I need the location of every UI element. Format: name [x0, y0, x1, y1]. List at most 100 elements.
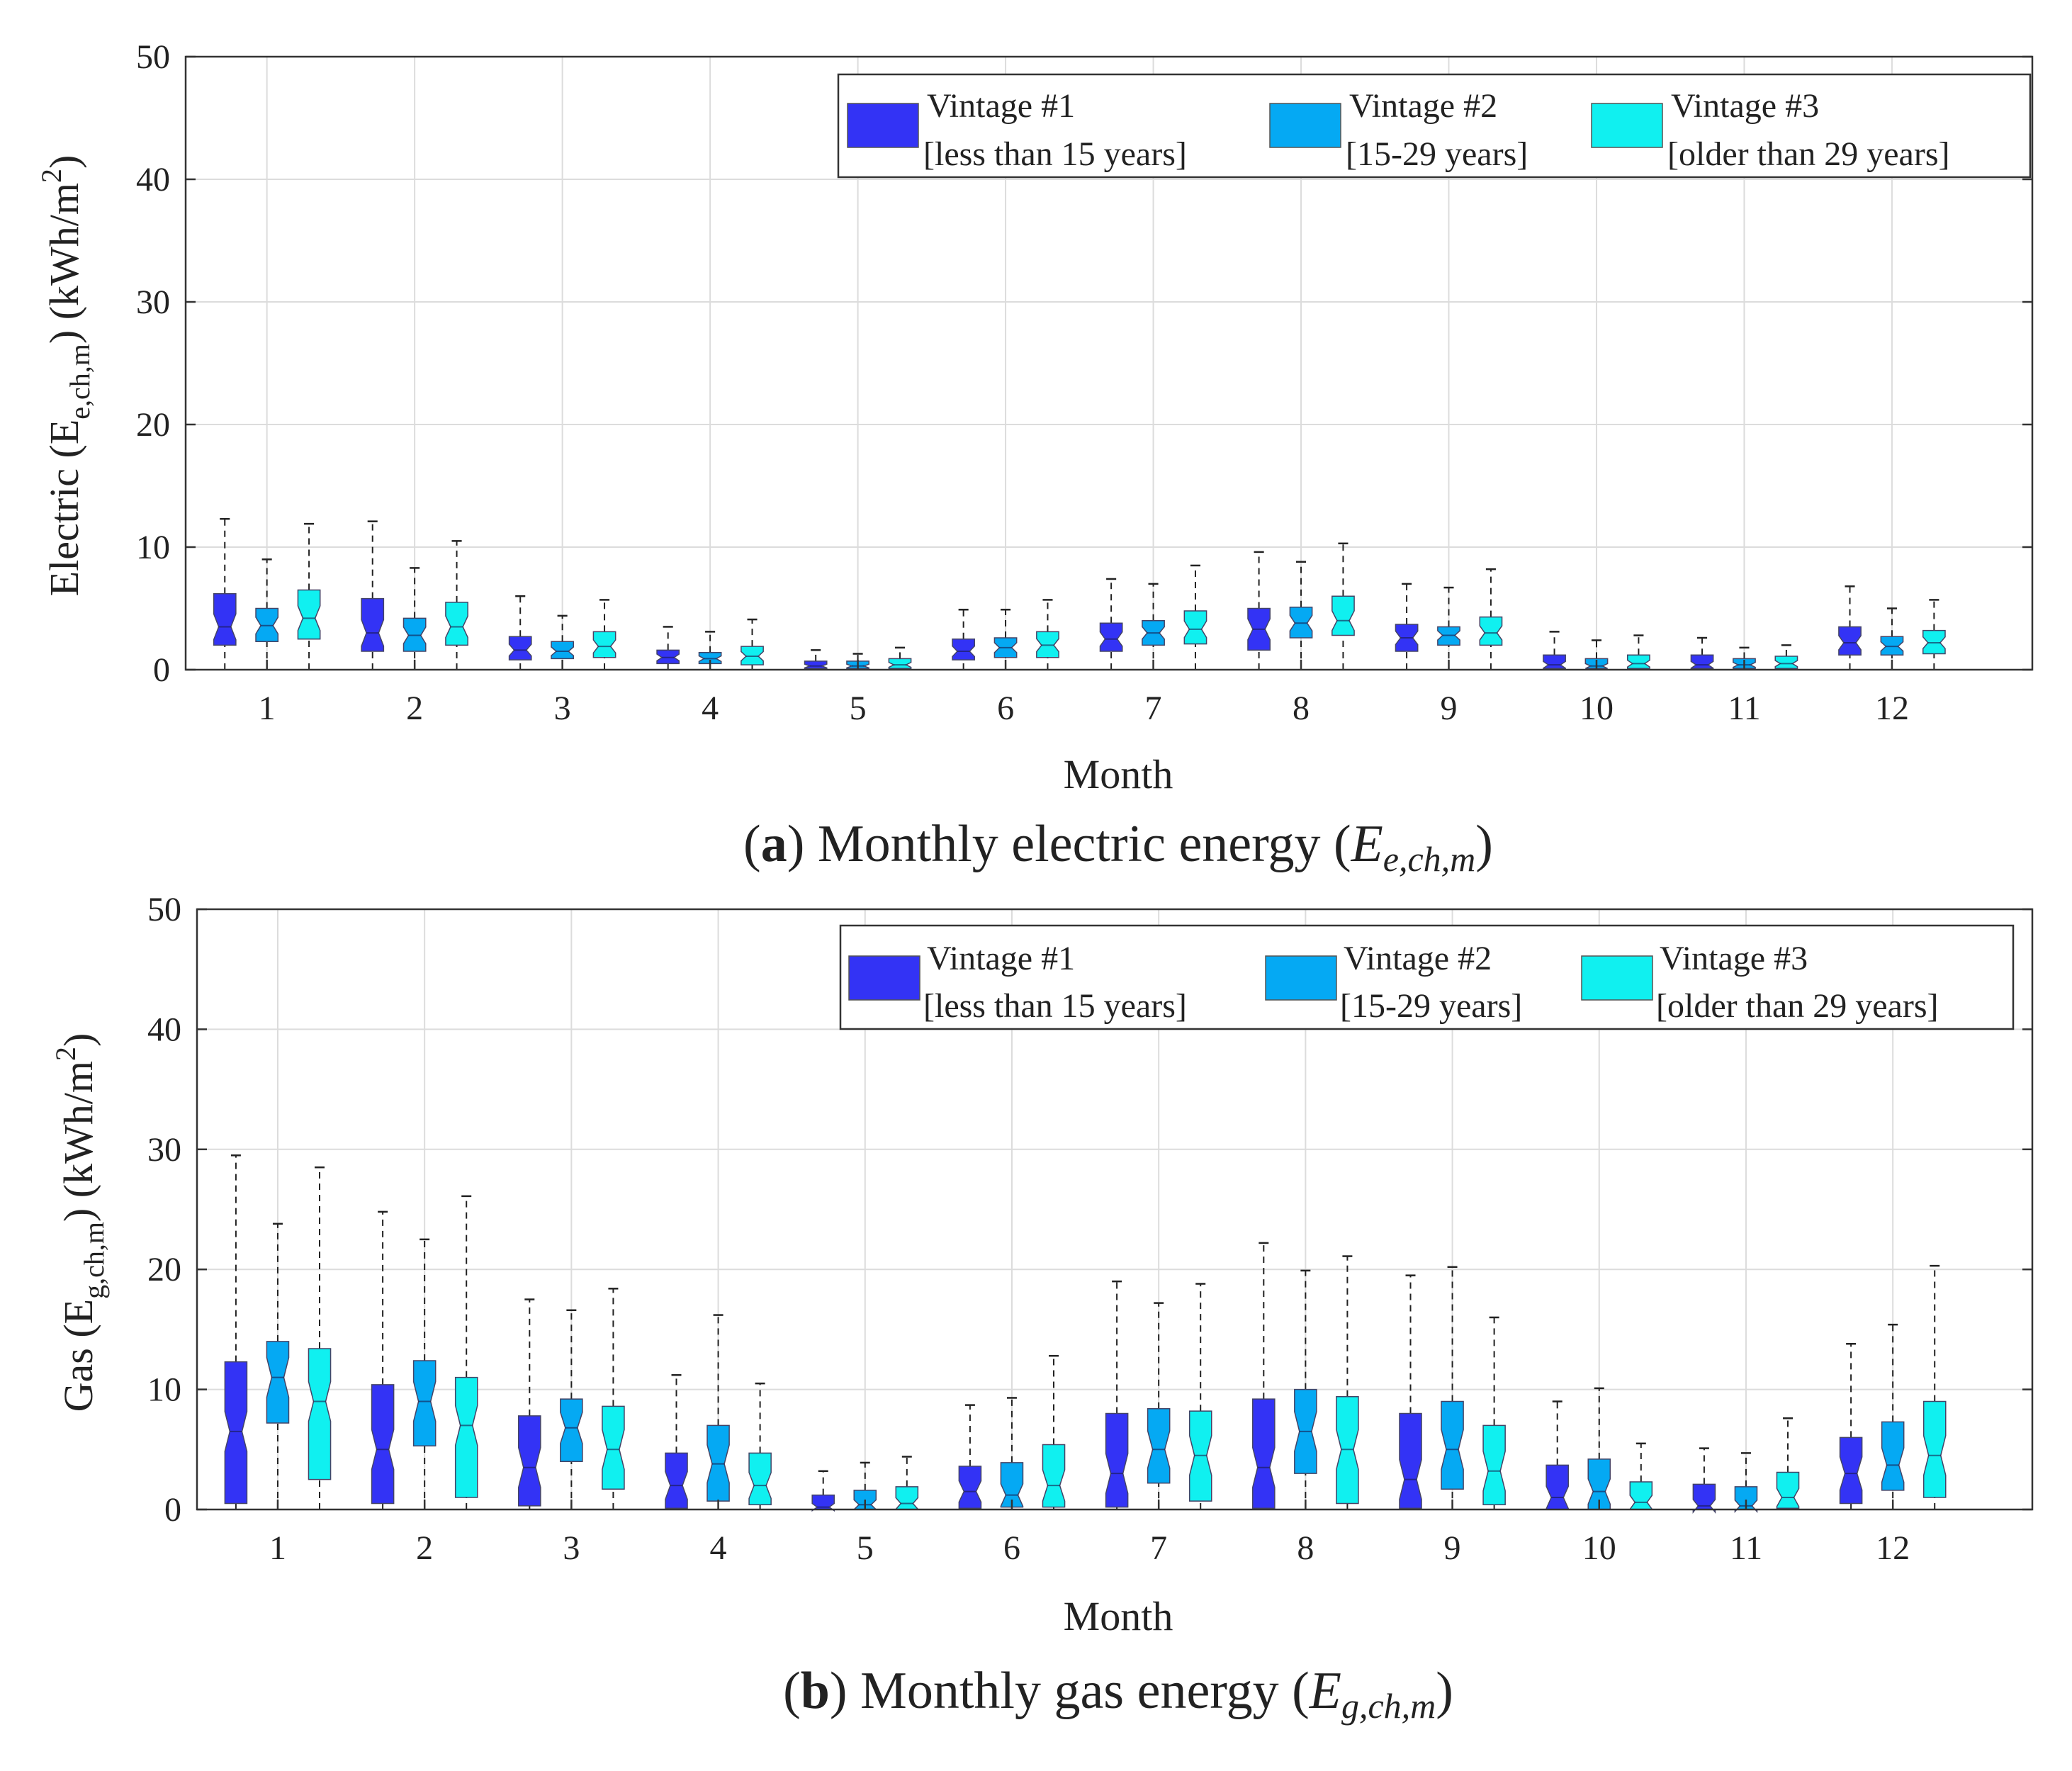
box-3-month-5 — [888, 658, 912, 670]
y-tick-label: 20 — [136, 406, 170, 444]
box-3-month-12 — [1922, 1400, 1947, 1498]
legend-label-vintage2-title: Vintage #2 — [1349, 87, 1497, 125]
x-tick-label: 12 — [1875, 690, 1909, 727]
legend-label-vintage3-range: [older than 29 years] — [1656, 987, 1939, 1025]
legend-label-vintage1-range: [less than 15 years] — [923, 987, 1187, 1025]
y-tick-label: 50 — [147, 891, 181, 928]
legend-label-vintage1-title: Vintage #1 — [927, 940, 1075, 977]
legend-label-vintage2-range: [15-29 years] — [1346, 135, 1528, 173]
x-tick-label: 12 — [1876, 1529, 1910, 1567]
box-1-month-3 — [518, 1415, 541, 1507]
legend-label-vintage1-range: [less than 15 years] — [923, 135, 1187, 173]
x-tick-label: 8 — [1293, 690, 1310, 727]
caption-electric: (a) Monthly electric energy (Ee,ch,m) — [743, 815, 1493, 879]
box-1-month-7 — [1105, 1412, 1129, 1508]
legend-swatch-vintage1 — [848, 955, 920, 1001]
box-1-month-11 — [1690, 654, 1714, 670]
y-axis-label-gas: Gas (Eg,ch,m) (kWh/m2) — [50, 1033, 110, 1412]
legend-gas: Vintage #1 [less than 15 years] Vintage … — [839, 924, 2015, 1030]
legend-electric: Vintage #1 [less than 15 years] Vintage … — [837, 73, 2032, 179]
box-1-month-11 — [1692, 1483, 1716, 1514]
y-tick-label: 40 — [147, 1011, 181, 1048]
legend-label-vintage2-title: Vintage #2 — [1344, 940, 1492, 977]
box-2-month-3 — [560, 1398, 583, 1462]
box-1-month-8 — [1252, 1398, 1276, 1509]
y-tick-label: 50 — [136, 38, 170, 76]
box-3-month-8 — [1331, 595, 1355, 636]
x-tick-label: 10 — [1580, 690, 1614, 727]
box-3-month-10 — [1629, 1481, 1653, 1510]
x-tick-label: 10 — [1582, 1529, 1616, 1567]
box-1-month-10 — [1543, 654, 1566, 670]
legend-swatch-vintage2 — [1269, 103, 1341, 148]
box-3-month-6 — [1042, 1444, 1066, 1508]
axes-frame — [196, 908, 2034, 1511]
x-tick-label: 9 — [1444, 1529, 1461, 1567]
y-tick-label: 20 — [147, 1251, 181, 1288]
legend-box — [839, 924, 2015, 1030]
box-1-month-7 — [1099, 622, 1123, 652]
legend-swatch-vintage3 — [1581, 955, 1653, 1001]
box-1-month-12 — [1838, 626, 1862, 656]
box-3-month-2 — [445, 602, 468, 646]
box-2-month-1 — [266, 1341, 290, 1424]
box-1-month-4 — [665, 1452, 688, 1509]
box-1-month-12 — [1839, 1437, 1863, 1505]
box-1-month-1 — [213, 592, 237, 646]
legend-label-vintage2-range: [15-29 years] — [1340, 987, 1522, 1025]
box-3-month-1 — [297, 589, 321, 640]
legend-swatch-vintage1 — [847, 103, 919, 148]
x-tick-label: 11 — [1728, 690, 1760, 727]
x-tick-label: 6 — [997, 690, 1014, 727]
box-1-month-5 — [811, 1494, 835, 1512]
box-1-month-3 — [508, 636, 532, 660]
x-tick-label: 6 — [1003, 1529, 1020, 1567]
box-2-month-7 — [1147, 1407, 1171, 1484]
x-tick-label: 1 — [259, 690, 276, 727]
x-axis-label-electric: Month — [1064, 751, 1173, 797]
box-3-month-1 — [308, 1348, 332, 1480]
x-tick-label: 4 — [702, 690, 719, 727]
legend-label-vintage3-title: Vintage #3 — [1660, 940, 1808, 977]
x-axis-label-gas: Month — [1064, 1593, 1173, 1639]
box-2-month-6 — [1000, 1462, 1024, 1508]
y-tick-label: 30 — [147, 1131, 181, 1169]
box-3-month-3 — [602, 1405, 625, 1490]
box-3-month-10 — [1627, 654, 1650, 670]
x-tick-label: 2 — [416, 1529, 433, 1567]
x-tick-label: 3 — [563, 1529, 580, 1567]
y-tick-label: 10 — [147, 1371, 181, 1409]
legend-label-vintage3-title: Vintage #3 — [1671, 87, 1819, 125]
y-tick-label: 30 — [136, 283, 170, 321]
x-tick-label: 5 — [850, 690, 867, 727]
x-tick-label: 7 — [1145, 690, 1162, 727]
box-3-month-9 — [1482, 1424, 1506, 1505]
box-3-month-2 — [454, 1376, 478, 1498]
legend-label-vintage3-range: [older than 29 years] — [1667, 135, 1950, 173]
x-tick-label: 2 — [406, 690, 423, 727]
caption-gas: (b) Monthly gas energy (Eg,ch,m) — [783, 1662, 1453, 1726]
y-tick-label: 0 — [153, 651, 170, 689]
box-2-month-12 — [1881, 1421, 1905, 1491]
x-tick-label: 8 — [1297, 1529, 1314, 1567]
box-1-month-9 — [1399, 1412, 1422, 1509]
x-tick-label: 9 — [1441, 690, 1458, 727]
y-axis-label-electric: Electric (Ee,ch,m) (kWh/m2) — [35, 155, 96, 597]
box-1-month-1 — [224, 1361, 248, 1505]
box-1-month-10 — [1545, 1464, 1569, 1510]
y-tick-label: 10 — [136, 529, 170, 566]
box-3-month-7 — [1183, 610, 1207, 645]
box-2-month-9 — [1441, 1400, 1464, 1490]
box-3-month-3 — [592, 631, 616, 658]
box-3-month-5 — [895, 1486, 919, 1510]
box-3-month-4 — [748, 1452, 772, 1505]
x-tick-label: 7 — [1150, 1529, 1167, 1567]
x-tick-label: 11 — [1730, 1529, 1762, 1567]
box-1-month-6 — [952, 639, 976, 660]
x-tick-label: 5 — [857, 1529, 874, 1567]
box-1-month-2 — [361, 597, 385, 652]
box-3-month-11 — [1776, 1471, 1800, 1509]
